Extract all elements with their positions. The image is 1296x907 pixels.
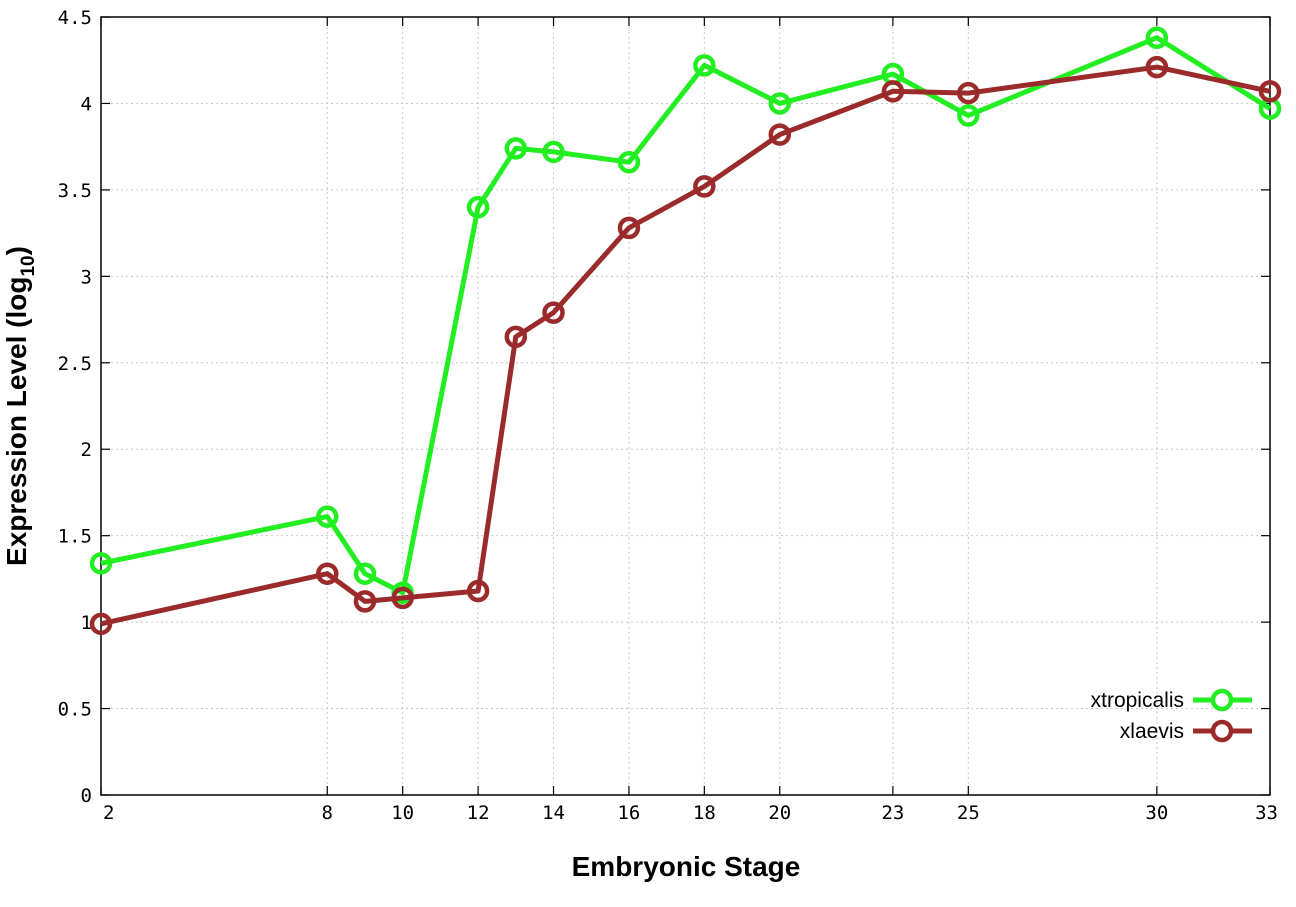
series-xtropicalis xyxy=(89,26,1282,604)
legend-item-xlaevis: xlaevis xyxy=(1120,719,1252,743)
y-axis-title-main: Expression Level (log xyxy=(1,277,32,566)
y-tick-label: 3.5 xyxy=(58,180,92,202)
series-layer xyxy=(89,26,1282,636)
legend-swatch-marker xyxy=(1210,688,1234,712)
x-axis-title: Embryonic Stage xyxy=(572,851,801,882)
y-tick-label: 3 xyxy=(81,266,92,288)
x-tick-label: 14 xyxy=(542,802,565,824)
series-line-xlaevis xyxy=(100,64,1271,627)
axis-ticks xyxy=(100,16,1271,796)
legend-item-xtropicalis: xtropicalis xyxy=(1091,688,1252,712)
x-tick-label: 18 xyxy=(693,802,716,824)
data-point-xtropicalis xyxy=(504,137,528,160)
data-point-xtropicalis xyxy=(768,92,792,115)
legend-label: xtropicalis xyxy=(1091,689,1184,712)
x-tick-labels: 2 8 10 12 14 16 18 20 23 25 30 33 xyxy=(103,802,1278,824)
data-point-xtropicalis xyxy=(693,54,716,77)
x-tick-label: 20 xyxy=(768,802,791,824)
y-axis-title-close: ) xyxy=(1,246,32,255)
y-axis-title-subscript: 10 xyxy=(18,255,39,276)
x-tick-label: 16 xyxy=(617,802,640,824)
data-point-xlaevis xyxy=(353,590,377,613)
data-point-xtropicalis xyxy=(617,150,641,174)
legend: xtropicalis xlaevis xyxy=(1091,688,1252,743)
data-point-xtropicalis xyxy=(957,104,980,127)
data-point-xlaevis xyxy=(89,612,113,636)
plot-frame xyxy=(100,16,1271,796)
data-point-xlaevis xyxy=(768,123,792,146)
y-tick-labels: 0 0.5 1 1.5 2 2.5 3 3.5 4 4.5 xyxy=(58,7,92,807)
data-point-xlaevis xyxy=(1145,55,1169,79)
y-axis-title: Expression Level (log10) xyxy=(1,246,39,566)
series-xlaevis xyxy=(89,55,1282,636)
y-tick-label: 0.5 xyxy=(58,699,92,721)
y-tick-label: 4 xyxy=(81,93,92,115)
data-point-xlaevis xyxy=(466,579,490,603)
data-point-xtropicalis xyxy=(316,505,339,528)
y-tick-label: 1.5 xyxy=(58,526,92,548)
data-point-xlaevis xyxy=(1258,80,1282,103)
grid-lines xyxy=(101,17,1270,795)
x-tick-label: 30 xyxy=(1145,802,1168,824)
y-tick-label: 2.5 xyxy=(58,353,92,375)
legend-label: xlaevis xyxy=(1120,720,1184,743)
y-tick-label: 0 xyxy=(81,785,92,807)
data-point-xlaevis xyxy=(881,80,905,103)
data-point-xtropicalis xyxy=(466,195,490,219)
data-point-xtropicalis xyxy=(353,562,377,585)
data-point-xlaevis xyxy=(391,586,414,610)
data-point-xlaevis xyxy=(957,81,980,105)
data-point-xlaevis xyxy=(542,301,565,324)
y-tick-label: 1 xyxy=(81,612,92,634)
x-tick-label: 8 xyxy=(322,802,333,824)
x-tick-label: 33 xyxy=(1255,802,1278,824)
data-point-xlaevis xyxy=(693,175,716,198)
data-point-xtropicalis xyxy=(542,140,565,164)
series-line-xtropicalis xyxy=(100,35,1272,596)
data-point-xtropicalis xyxy=(89,552,113,575)
x-tick-label: 10 xyxy=(391,802,414,824)
data-point-xlaevis xyxy=(617,216,641,240)
x-tick-label: 12 xyxy=(467,802,490,824)
y-tick-label: 2 xyxy=(81,439,92,461)
x-tick-label: 23 xyxy=(881,802,904,824)
x-tick-label: 25 xyxy=(957,802,980,824)
legend-swatch-marker xyxy=(1210,719,1234,743)
x-tick-label: 2 xyxy=(103,802,114,824)
y-tick-label: 4.5 xyxy=(58,7,92,29)
data-point-xtropicalis xyxy=(1145,26,1169,49)
data-point-xlaevis xyxy=(316,562,339,585)
data-point-xlaevis xyxy=(504,325,528,349)
